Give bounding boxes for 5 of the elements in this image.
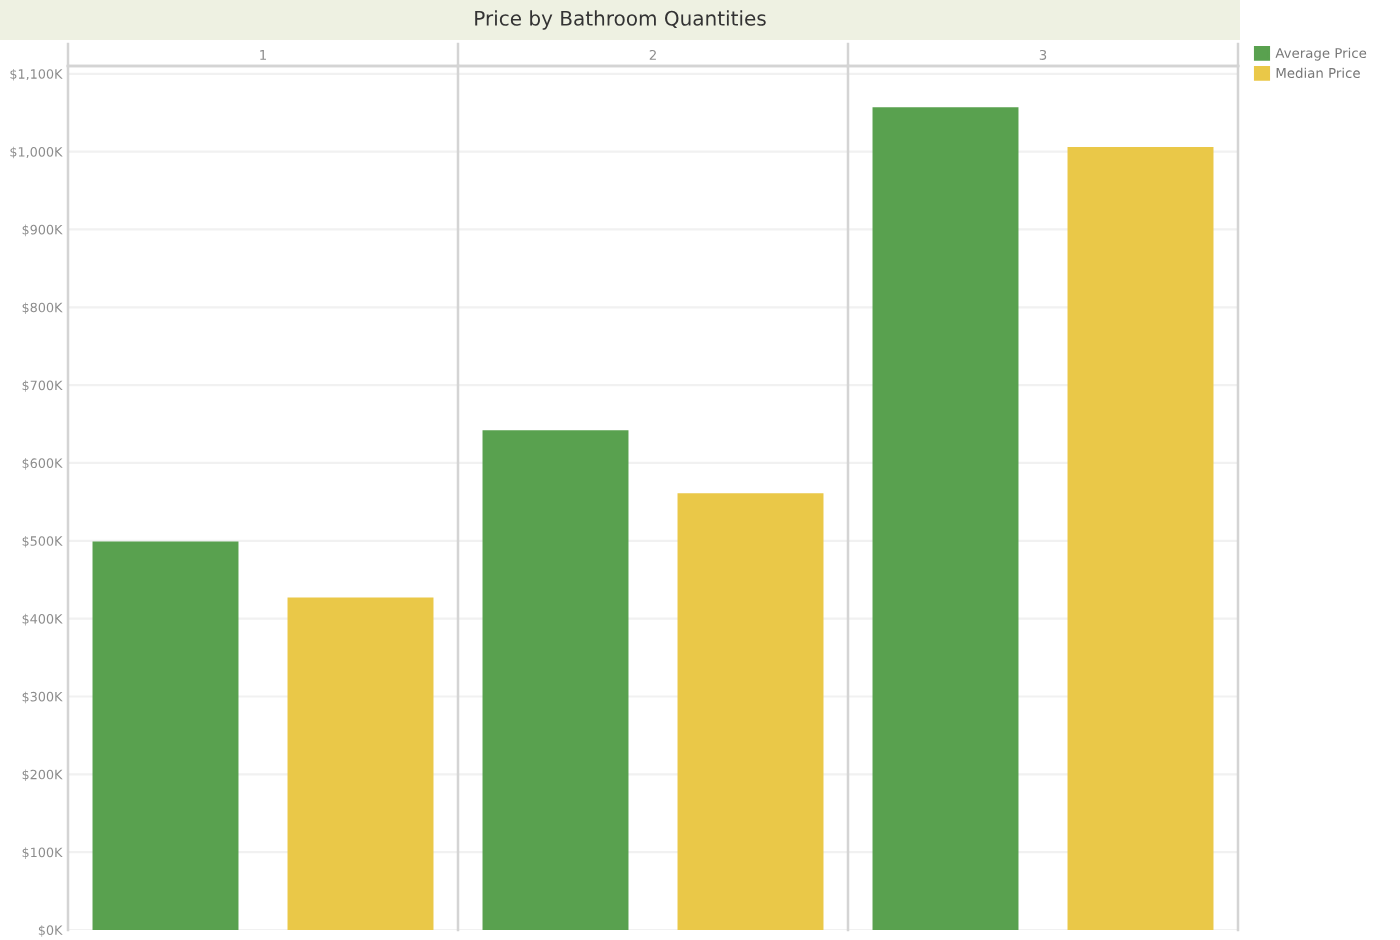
bar [677, 493, 824, 930]
bar [92, 541, 239, 930]
bar [287, 597, 434, 930]
chart-title: Price by Bathroom Quantities [475, 10, 766, 30]
bar [482, 430, 629, 930]
